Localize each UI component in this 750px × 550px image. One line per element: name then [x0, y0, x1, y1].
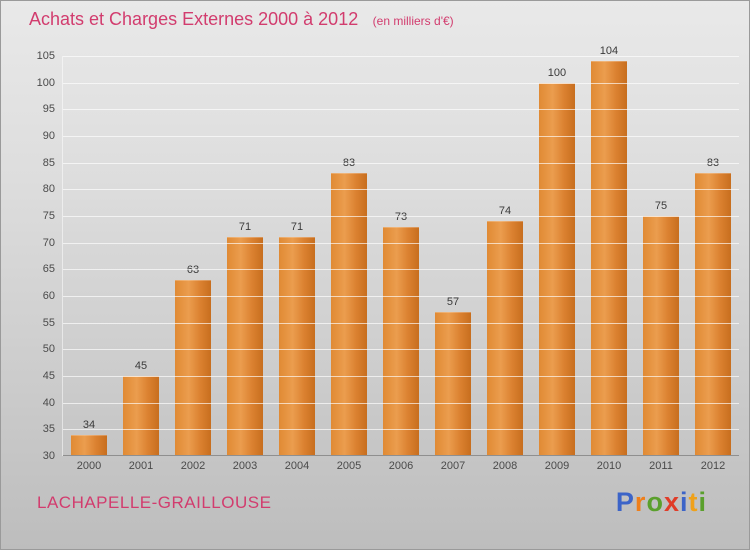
bar-slot: 100: [531, 56, 583, 456]
bar-2011: 75: [643, 200, 679, 456]
bar-2003: 71: [227, 221, 263, 456]
logo-letter: o: [646, 487, 664, 517]
bar-slot: 83: [323, 56, 375, 456]
x-axis-line: [63, 455, 739, 456]
y-axis-line: [62, 56, 63, 456]
bar-2012: 83: [695, 157, 731, 456]
bar-value-label: 104: [599, 45, 619, 58]
bar-value-label: 71: [238, 221, 252, 234]
bar-slot: 34: [63, 56, 115, 456]
bar-2005: 83: [331, 157, 367, 456]
entity-name: LACHAPELLE-GRAILLOUSE: [37, 493, 272, 512]
chart-header: Achats et Charges Externes 2000 à 2012 (…: [29, 9, 454, 30]
gridline: [63, 269, 739, 271]
x-tick-label: 2005: [336, 460, 362, 472]
y-tick-label: 40: [42, 396, 55, 409]
gridline: [63, 216, 739, 217]
bar-slot: 104: [583, 45, 635, 456]
y-tick-label: 55: [42, 316, 55, 329]
y-tick-label: 75: [42, 210, 55, 222]
y-tick-label: 35: [42, 423, 55, 436]
gridline: [63, 322, 739, 324]
x-tick-label: 2007: [440, 460, 466, 472]
y-tick-label: 65: [42, 263, 55, 276]
bar-value-label: 34: [82, 418, 96, 431]
bar-slot: 71: [271, 56, 323, 456]
logo-letter: r: [634, 487, 647, 517]
y-tick-label: 100: [36, 76, 55, 89]
x-tick-label: 2009: [544, 460, 570, 472]
bar-slot: 45: [115, 56, 167, 456]
bar-slot: 83: [687, 56, 739, 456]
gridline: [63, 109, 739, 111]
x-tick-label: 2011: [649, 460, 673, 472]
gridline: [63, 376, 739, 377]
bar-slot: 63: [167, 56, 219, 456]
bar-2010: 104: [591, 45, 627, 456]
bar-value-label: 74: [498, 205, 512, 218]
gridline: [63, 242, 739, 244]
logo-letter: i: [679, 487, 689, 517]
bar-value-label: 75: [654, 200, 668, 212]
x-tick-label: 2004: [284, 460, 310, 472]
x-tick-label: 2008: [492, 460, 518, 472]
bar-2000: 34: [71, 419, 107, 456]
gridline: [63, 162, 739, 164]
x-tick-label: 2002: [180, 460, 206, 472]
bar-2007: 57: [435, 296, 471, 456]
bar-value-label: 71: [290, 221, 304, 234]
logo-letter: t: [688, 487, 699, 517]
y-tick-label: 85: [42, 156, 55, 169]
bar-slot: 57: [427, 56, 479, 456]
x-axis: 2000 2001 2002 2003 2004 2005 2006 2007 2008 2009…: [63, 460, 739, 472]
plot-area: 3445637171837357741001047583 30354045505…: [37, 45, 739, 462]
bars-container: 3445637171837357741001047583: [63, 45, 739, 456]
bar-slot: 71: [219, 56, 271, 456]
gridline: [63, 136, 739, 137]
bar-slot: 73: [375, 56, 427, 456]
x-tick-label: 2006: [388, 460, 414, 472]
gridline: [63, 349, 739, 351]
gridline: [63, 82, 739, 84]
gridline: [63, 56, 739, 57]
y-tick-label: 90: [42, 130, 55, 142]
bar-2006: 73: [383, 211, 419, 456]
bar-value-label: 100: [547, 66, 567, 79]
x-tick-label: 2012: [700, 460, 726, 472]
chart-title: Achats et Charges Externes 2000 à 2012: [29, 9, 359, 29]
y-tick-label: 70: [42, 236, 55, 249]
y-tick-label: 60: [42, 290, 55, 302]
y-tick-label: 30: [42, 450, 55, 462]
gridline: [63, 296, 739, 297]
gridline: [63, 402, 739, 404]
bar-slot: 75: [635, 56, 687, 456]
x-tick-label: 2010: [596, 460, 622, 472]
x-tick-label: 2000: [76, 460, 102, 472]
y-tick-label: 50: [42, 343, 55, 356]
bar-2008: 74: [487, 205, 523, 456]
bar-value-label: 45: [134, 360, 148, 372]
chart-subtitle: (en milliers d'€): [372, 14, 454, 28]
logo-letter: i: [698, 487, 707, 517]
y-tick-label: 95: [42, 103, 55, 116]
gridline: [63, 429, 739, 431]
y-tick-label: 105: [36, 50, 55, 62]
logo-letter: x: [663, 487, 680, 517]
logo-letter: P: [615, 487, 635, 517]
bar-2001: 45: [123, 360, 159, 456]
proxiti-logo: Proxiti: [616, 487, 707, 518]
x-tick-label: 2001: [128, 460, 154, 472]
x-tick-label: 2003: [232, 460, 258, 472]
bar-slot: 74: [479, 56, 531, 456]
bar-value-label: 57: [446, 296, 460, 308]
y-tick-label: 80: [42, 183, 55, 196]
gridline: [63, 189, 739, 191]
bar-2004: 71: [279, 221, 315, 456]
y-tick-label: 45: [42, 370, 55, 382]
